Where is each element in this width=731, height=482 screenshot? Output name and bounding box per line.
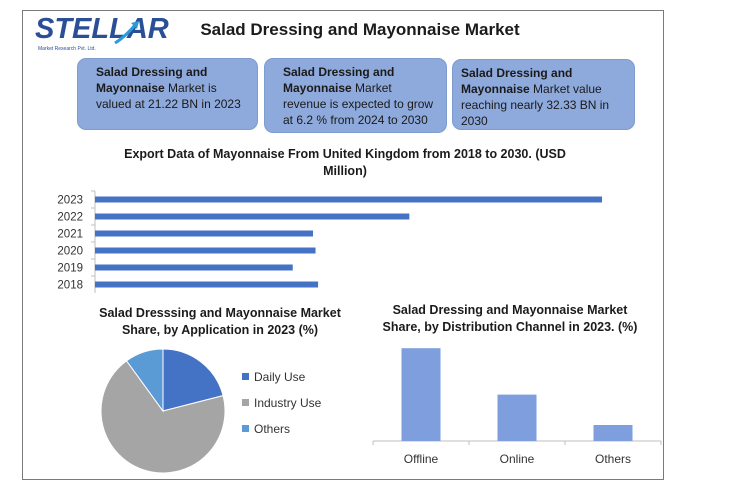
- logo-arrow-icon: [114, 21, 139, 45]
- stat-card-2-bold: Salad Dressing and Mayonnaise: [283, 65, 395, 95]
- stat-card-1-bold: Salad Dressing and Mayonnaise: [96, 65, 208, 95]
- legend-swatch-industry-use: [242, 399, 249, 406]
- stat-card-1-text: Market is valued at 21.22 BN in 2023: [96, 81, 241, 111]
- stat-card-3-bold: Salad Dressing and Mayonnaise: [461, 66, 573, 96]
- stellar-logo: STELLAR Market Research Pvt. Ltd.: [35, 13, 169, 55]
- legend-item-industry-use: Industry Use: [242, 395, 322, 410]
- legend-label-daily-use: Daily Use: [254, 369, 306, 384]
- infographic-frame: [22, 10, 664, 480]
- export-chart-title: Export Data of Mayonnaise From United Ki…: [124, 147, 566, 178]
- stat-card-2: Salad Dressing and Mayonnaise Market rev…: [264, 58, 447, 133]
- logo-wordmark: STELLAR: [35, 13, 169, 45]
- stat-card-3-text: Market value reaching nearly 32.33 BN in…: [461, 82, 610, 128]
- application-chart-title: Salad Dresssing and Mayonnaise Market Sh…: [99, 306, 341, 337]
- stat-card-1: Salad Dressing and Mayonnaise Market is …: [77, 58, 258, 130]
- legend-label-industry-use: Industry Use: [254, 395, 322, 410]
- legend-item-others: Others: [242, 421, 321, 436]
- pie-legend: Daily Use Industry Use Others: [242, 370, 321, 448]
- page-title: Salad Dressing and Mayonnaise Market: [200, 20, 520, 39]
- legend-swatch-daily-use: [242, 373, 249, 380]
- stat-card-3: Salad Dressing and Mayonnaise Market val…: [452, 59, 635, 130]
- legend-swatch-others: [242, 425, 249, 432]
- legend-item-daily-use: Daily Use: [242, 369, 321, 384]
- stat-card-2-text: Market revenue is expected to grow at 6.…: [283, 81, 434, 127]
- logo-subtitle: Market Research Pvt. Ltd.: [38, 46, 96, 52]
- distribution-chart-title: Salad Dressing and Mayonnaise Market Sha…: [382, 303, 638, 334]
- legend-label-others: Others: [254, 421, 291, 436]
